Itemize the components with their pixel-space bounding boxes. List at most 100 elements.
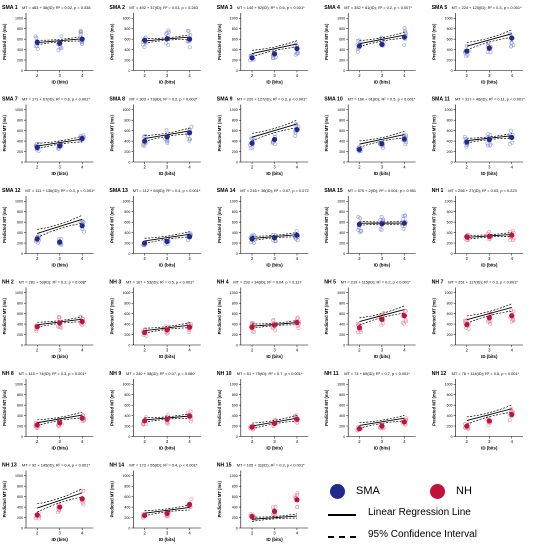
panel-title: NH 14: [109, 463, 124, 469]
x-tick-label: 2: [36, 531, 39, 536]
mean-point: [509, 411, 515, 418]
y-axis-label: Predicted MT (ms): [324, 298, 329, 335]
panel-equation: MT = 303 + 73(ID); R² = 0.2, p = 0.003*: [129, 97, 197, 102]
replicate-point: [510, 140, 515, 145]
replicate-point: [487, 230, 492, 234]
panel-equation: MT = 76 + 114(ID); R² = 0.6, p < 0.001*: [452, 371, 520, 376]
panel-equation: MT = 240 + 38(ID); R² = 0.07, p = 0.080: [126, 371, 195, 376]
panel-title: SMA 11: [432, 97, 450, 103]
y-tick-label: 1000: [122, 383, 130, 387]
replicate-point: [379, 323, 384, 328]
y-tick-label: 1000: [122, 291, 130, 295]
x-tick-label: 2: [358, 348, 361, 353]
replicate-point: [79, 30, 84, 35]
mean-point: [249, 55, 255, 61]
panel-nh-13: NH 13 MT = 92 + 145(ID); R² = 0.4, p < 0.…: [2, 463, 94, 542]
x-tick-label: 2: [358, 73, 361, 78]
replicate-point: [57, 315, 62, 320]
replicate-point: [187, 330, 191, 334]
y-tick-label: 1000: [337, 17, 345, 21]
replicate-point: [252, 240, 256, 245]
replicate-point: [33, 44, 38, 49]
y-tick-label: 0: [128, 160, 130, 164]
mean-point: [356, 43, 363, 49]
y-tick-label: 600: [124, 220, 130, 224]
replicate-point: [37, 516, 41, 521]
x-axis-label: ID (bits): [374, 446, 391, 451]
panel-equation: MT = 160 + 91(ID); R² = 0.5, p < 0.001*: [348, 97, 416, 102]
x-tick-label: 2: [36, 256, 39, 261]
y-tick-label: 600: [124, 37, 130, 41]
confidence-band: [144, 504, 190, 511]
panel-sma-10: SMA 10 MT = 160 + 91(ID); R² = 0.5, p < 0…: [324, 97, 416, 177]
regression-line: [37, 414, 83, 424]
regression-line: [37, 218, 83, 234]
y-tick-label: 200: [17, 241, 23, 245]
replicate-point: [403, 142, 408, 147]
replicate-point: [55, 324, 60, 329]
y-tick-label: 800: [17, 118, 23, 122]
y-tick-label: 800: [124, 27, 130, 31]
regression-line: [252, 515, 297, 520]
x-tick-label: 4: [511, 73, 514, 78]
x-tick-label: 3: [381, 256, 384, 261]
panel-title: NH 10: [217, 371, 232, 377]
y-axis-label: Predicted MT (ms): [217, 23, 222, 60]
x-tick-label: 3: [488, 73, 491, 78]
mean-point: [271, 322, 278, 328]
mean-point: [464, 423, 470, 429]
replicate-point: [295, 491, 300, 496]
x-axis-label: ID (bits): [481, 80, 498, 85]
y-tick-label: 1000: [230, 108, 238, 112]
x-tick-label: 2: [358, 439, 361, 444]
panel-title: SMA 9: [217, 97, 233, 103]
x-tick-label: 2: [36, 348, 39, 353]
y-tick-label: 400: [339, 231, 345, 235]
replicate-point: [509, 44, 514, 49]
confidence-band: [466, 310, 512, 324]
x-tick-label: 3: [381, 165, 384, 170]
replicate-point: [166, 28, 171, 33]
legend-nh-label: NH: [456, 485, 472, 497]
panel-sma-13: SMA 13 MT = 112 + 64(ID); R² = 0.4, p < 0…: [109, 188, 200, 268]
panel-title: SMA 2: [109, 5, 125, 11]
mean-point: [186, 324, 193, 330]
x-tick-label: 4: [403, 256, 406, 261]
x-axis-label: ID (bits): [159, 263, 176, 268]
replicate-point: [296, 326, 301, 331]
replicate-point: [401, 227, 406, 231]
y-tick-label: 1000: [230, 291, 238, 295]
replicate-point: [485, 50, 490, 55]
replicate-point: [403, 31, 408, 35]
replicate-point: [381, 217, 386, 222]
panel-title: NH 8: [2, 371, 14, 377]
y-tick-label: 1000: [15, 383, 23, 387]
confidence-band: [37, 411, 83, 421]
y-tick-label: 200: [124, 333, 130, 337]
y-tick-label: 0: [451, 160, 453, 164]
y-tick-label: 1000: [337, 108, 345, 112]
panel-nh-15: NH 15 MT = 105 + 31(ID); R² = 0.3, p < 0.…: [217, 463, 309, 542]
regression-line: [144, 507, 190, 514]
y-tick-label: 800: [17, 301, 23, 305]
x-tick-label: 4: [188, 439, 191, 444]
y-tick-label: 0: [21, 252, 23, 256]
y-tick-label: 0: [451, 343, 453, 347]
mean-point: [164, 510, 170, 516]
mean-point: [57, 143, 63, 149]
confidence-band: [37, 214, 83, 230]
confidence-band: [359, 223, 405, 226]
y-tick-label: 600: [232, 495, 238, 499]
mean-point: [294, 416, 300, 422]
replicate-point: [511, 309, 516, 314]
y-tick-label: 1000: [337, 383, 345, 387]
panel-equation: MT = 105 + 31(ID); R² = 0.3, p < 0.001*: [237, 463, 305, 468]
legend-regression-label: Linear Regression Line: [368, 507, 471, 518]
confidence-band: [144, 417, 190, 423]
x-tick-label: 4: [188, 531, 191, 536]
x-axis-label: ID (bits): [266, 263, 283, 268]
y-tick-label: 400: [232, 505, 238, 509]
y-tick-label: 0: [128, 69, 130, 73]
y-tick-label: 0: [21, 69, 23, 73]
replicate-point: [381, 311, 386, 315]
